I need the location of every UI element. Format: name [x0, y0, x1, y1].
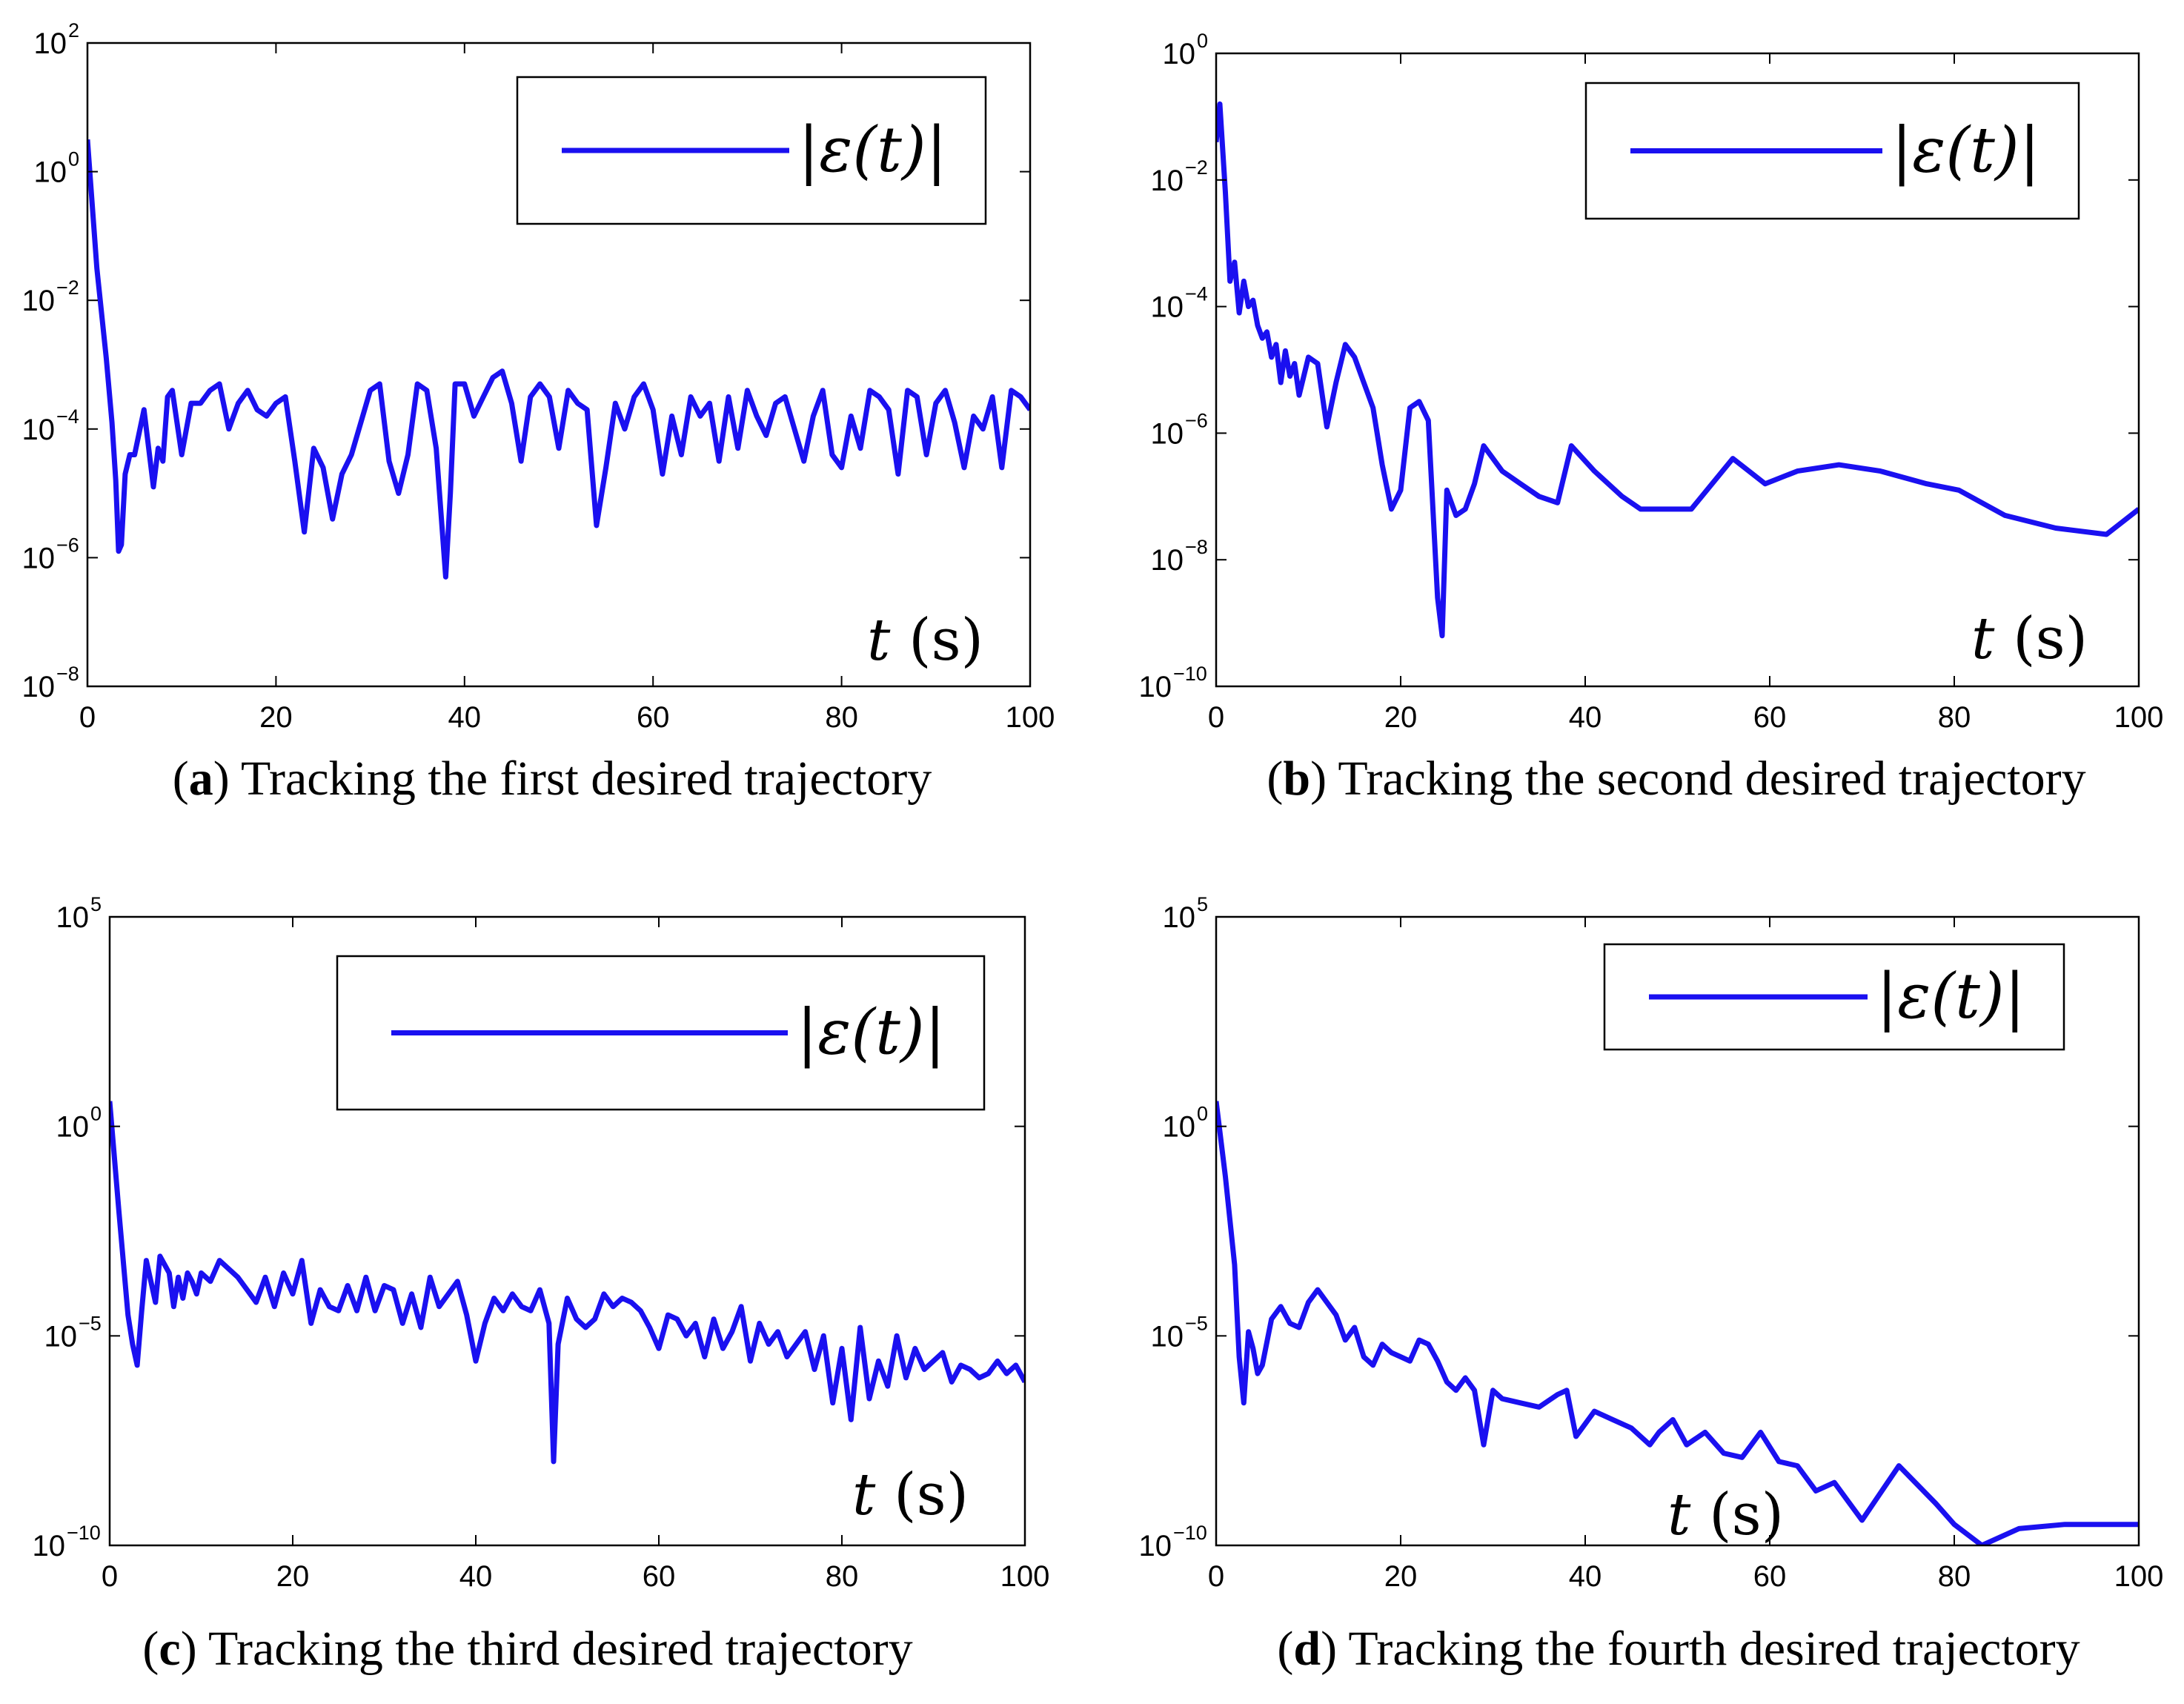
x-tick-label: 40 [1569, 701, 1602, 734]
x-tick-label: 100 [2114, 701, 2164, 734]
y-tick-exponent: −8 [56, 663, 79, 685]
y-tick-label: 10 [1163, 1111, 1196, 1144]
y-tick-label: 10 [22, 414, 56, 446]
series-line-c-0 [110, 1101, 1025, 1465]
legend-label: |ε(t)| [1891, 114, 2040, 187]
series-line-a-0 [87, 139, 1030, 580]
y-tick-exponent: 0 [90, 1103, 102, 1125]
y-tick-exponent: 5 [1197, 893, 1208, 915]
y-tick-label: 10 [22, 671, 56, 703]
y-tick-exponent: −4 [56, 405, 79, 428]
y-tick-label: 10 [1151, 544, 1184, 577]
legend-label: |ε(t)| [1876, 960, 2025, 1032]
x-tick-label: 80 [1938, 701, 1971, 734]
y-tick-label: 10 [1151, 291, 1184, 324]
y-tick-label: 10 [1151, 165, 1184, 197]
y-tick-label: 10 [1151, 417, 1184, 450]
series-line-b-0 [1216, 101, 2139, 639]
x-axis-label: t (s) [1971, 606, 2088, 672]
y-tick-exponent: −6 [1185, 409, 1208, 431]
y-tick-exponent: −5 [79, 1312, 102, 1334]
x-tick-label: 60 [1753, 701, 1787, 734]
x-tick-label: 60 [643, 1560, 676, 1593]
y-tick-exponent: −10 [1173, 663, 1207, 685]
axes-frame [86, 42, 1032, 688]
axes-frame [108, 915, 1026, 1547]
y-tick-exponent: 2 [68, 19, 79, 42]
y-tick-exponent: −2 [56, 276, 79, 299]
x-tick-label: 20 [1384, 1560, 1418, 1593]
y-tick-label: 10 [1139, 671, 1172, 703]
y-tick-label: 10 [22, 285, 56, 317]
panel-caption: (b) Tracking the second desired trajecto… [1267, 752, 2085, 806]
y-tick-label: 10 [1151, 1320, 1184, 1353]
panel-caption: (c) Tracking the third desired trajector… [142, 1622, 912, 1676]
x-tick-label: 100 [1000, 1560, 1050, 1593]
axes-frame [1215, 915, 2140, 1547]
x-tick-label: 60 [637, 701, 670, 734]
x-tick-label: 60 [1753, 1560, 1787, 1593]
legend-label: |ε(t)| [797, 996, 946, 1069]
y-tick-label: 10 [44, 1320, 78, 1353]
legend-label: |ε(t)| [798, 113, 947, 186]
x-tick-label: 0 [1208, 701, 1224, 734]
x-axis-label: t (s) [867, 607, 983, 674]
y-tick-exponent: 0 [1197, 1103, 1208, 1125]
x-tick-label: 80 [825, 701, 858, 734]
y-tick-label: 10 [56, 1111, 90, 1144]
x-axis-label: t (s) [1667, 1482, 1784, 1548]
panel-caption: (a) Tracking the first desired trajector… [173, 752, 932, 806]
x-tick-label: 0 [1208, 1560, 1224, 1593]
y-tick-label: 10 [1163, 38, 1196, 70]
y-tick-label: 10 [1163, 901, 1196, 934]
y-tick-exponent: −4 [1185, 283, 1208, 305]
x-tick-label: 0 [79, 701, 96, 734]
y-tick-exponent: 0 [68, 148, 79, 170]
x-tick-label: 100 [2114, 1560, 2164, 1593]
axes-frame [1215, 52, 2140, 688]
y-tick-exponent: −2 [1185, 156, 1208, 179]
y-tick-exponent: −10 [1173, 1522, 1207, 1544]
y-tick-exponent: −6 [56, 534, 79, 556]
x-tick-label: 20 [276, 1560, 310, 1593]
x-tick-label: 40 [459, 1560, 493, 1593]
x-tick-label: 40 [448, 701, 482, 734]
x-axis-label: t (s) [852, 1462, 969, 1528]
y-tick-label: 10 [34, 27, 67, 60]
y-tick-label: 10 [33, 1530, 66, 1562]
y-tick-exponent: 0 [1197, 30, 1208, 52]
y-tick-exponent: −5 [1185, 1312, 1208, 1334]
y-tick-label: 10 [34, 156, 67, 189]
series-line-d-0 [1216, 1101, 2139, 1545]
x-tick-label: 80 [826, 1560, 859, 1593]
y-tick-exponent: −10 [67, 1522, 101, 1544]
y-tick-exponent: −8 [1185, 536, 1208, 558]
y-tick-exponent: 5 [90, 893, 102, 915]
x-tick-label: 40 [1569, 1560, 1602, 1593]
y-tick-label: 10 [56, 901, 90, 934]
panel-caption: (d) Tracking the fourth desired trajecto… [1277, 1622, 2080, 1676]
y-tick-label: 10 [1139, 1530, 1172, 1562]
x-tick-label: 20 [1384, 701, 1418, 734]
x-tick-label: 20 [259, 701, 293, 734]
x-tick-label: 80 [1938, 1560, 1971, 1593]
y-tick-label: 10 [22, 542, 56, 574]
x-tick-label: 100 [1006, 701, 1055, 734]
x-tick-label: 0 [102, 1560, 118, 1593]
